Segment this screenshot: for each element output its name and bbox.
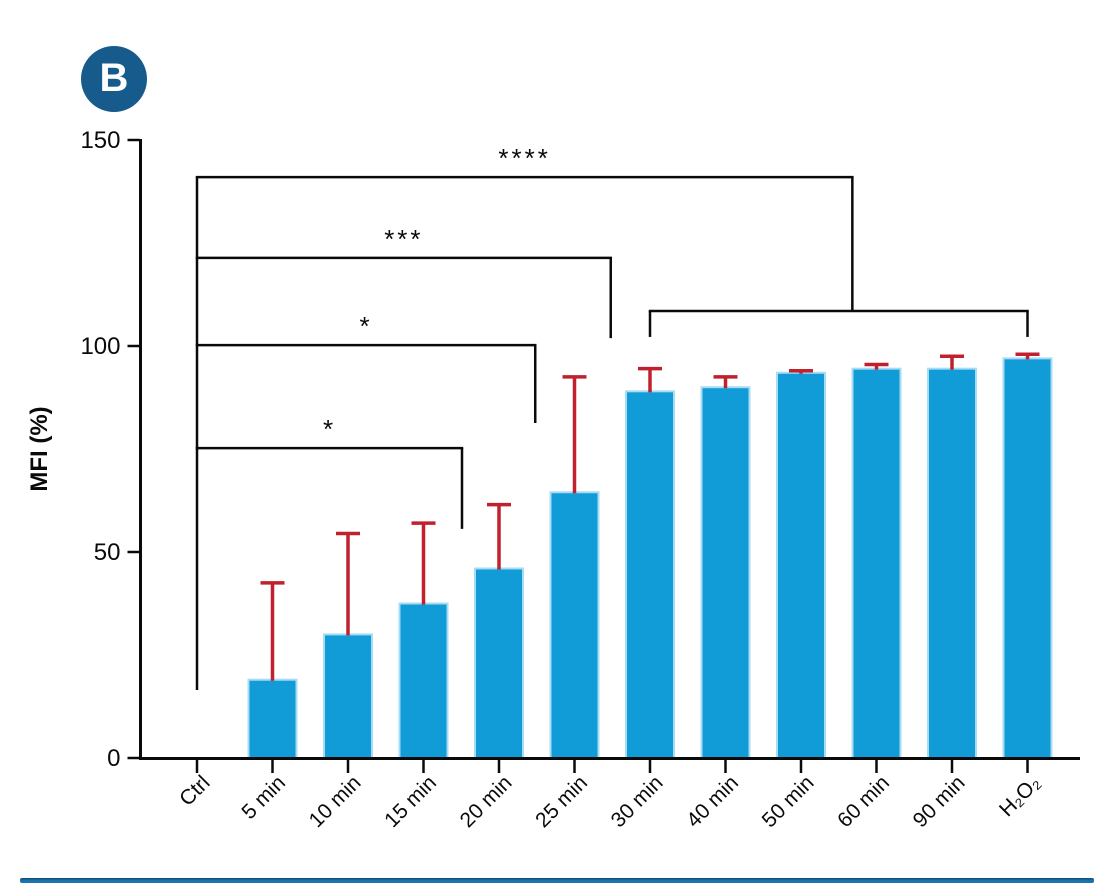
x-category-label: 30 min xyxy=(607,771,668,832)
x-category-label: 20 min xyxy=(456,771,517,832)
bar-12 xyxy=(1002,357,1053,759)
y-tick-label: 100 xyxy=(80,333,120,360)
x-category-label: 5 min xyxy=(237,771,290,824)
x-category-label: 40 min xyxy=(682,771,743,832)
x-category-label: 60 min xyxy=(833,771,894,832)
bar-9 xyxy=(776,371,826,759)
bar-5 xyxy=(474,567,524,759)
sig-stars: * xyxy=(360,311,373,341)
sig-stars: **** xyxy=(498,143,550,173)
panel-label-badge: B xyxy=(81,46,147,112)
y-tick-label: 150 xyxy=(80,127,120,154)
bar-7 xyxy=(625,390,675,759)
x-category-label: H₂O₂ xyxy=(995,771,1045,821)
x-category-label: 50 min xyxy=(758,771,819,832)
y-axis-title: MFI (%) xyxy=(26,406,53,491)
y-tick-label: 0 xyxy=(107,745,120,772)
bar-4 xyxy=(398,602,449,759)
sig-stars: * xyxy=(323,414,336,444)
bar-10 xyxy=(851,367,902,759)
y-tick-label: 50 xyxy=(94,539,121,566)
sig-stars: *** xyxy=(384,224,423,254)
bar-3 xyxy=(323,633,373,760)
bar-6 xyxy=(549,491,600,759)
bottom-divider xyxy=(20,878,1094,883)
panel-label: B xyxy=(99,56,129,100)
x-category-label: Ctrl xyxy=(175,771,214,810)
x-category-label: 15 min xyxy=(380,771,441,832)
x-category-label: 25 min xyxy=(531,771,592,832)
x-category-label: 90 min xyxy=(909,771,970,832)
bar-2 xyxy=(247,678,298,759)
bar-11 xyxy=(927,367,977,759)
bar-8 xyxy=(700,386,751,759)
x-category-label: 10 min xyxy=(305,771,366,832)
